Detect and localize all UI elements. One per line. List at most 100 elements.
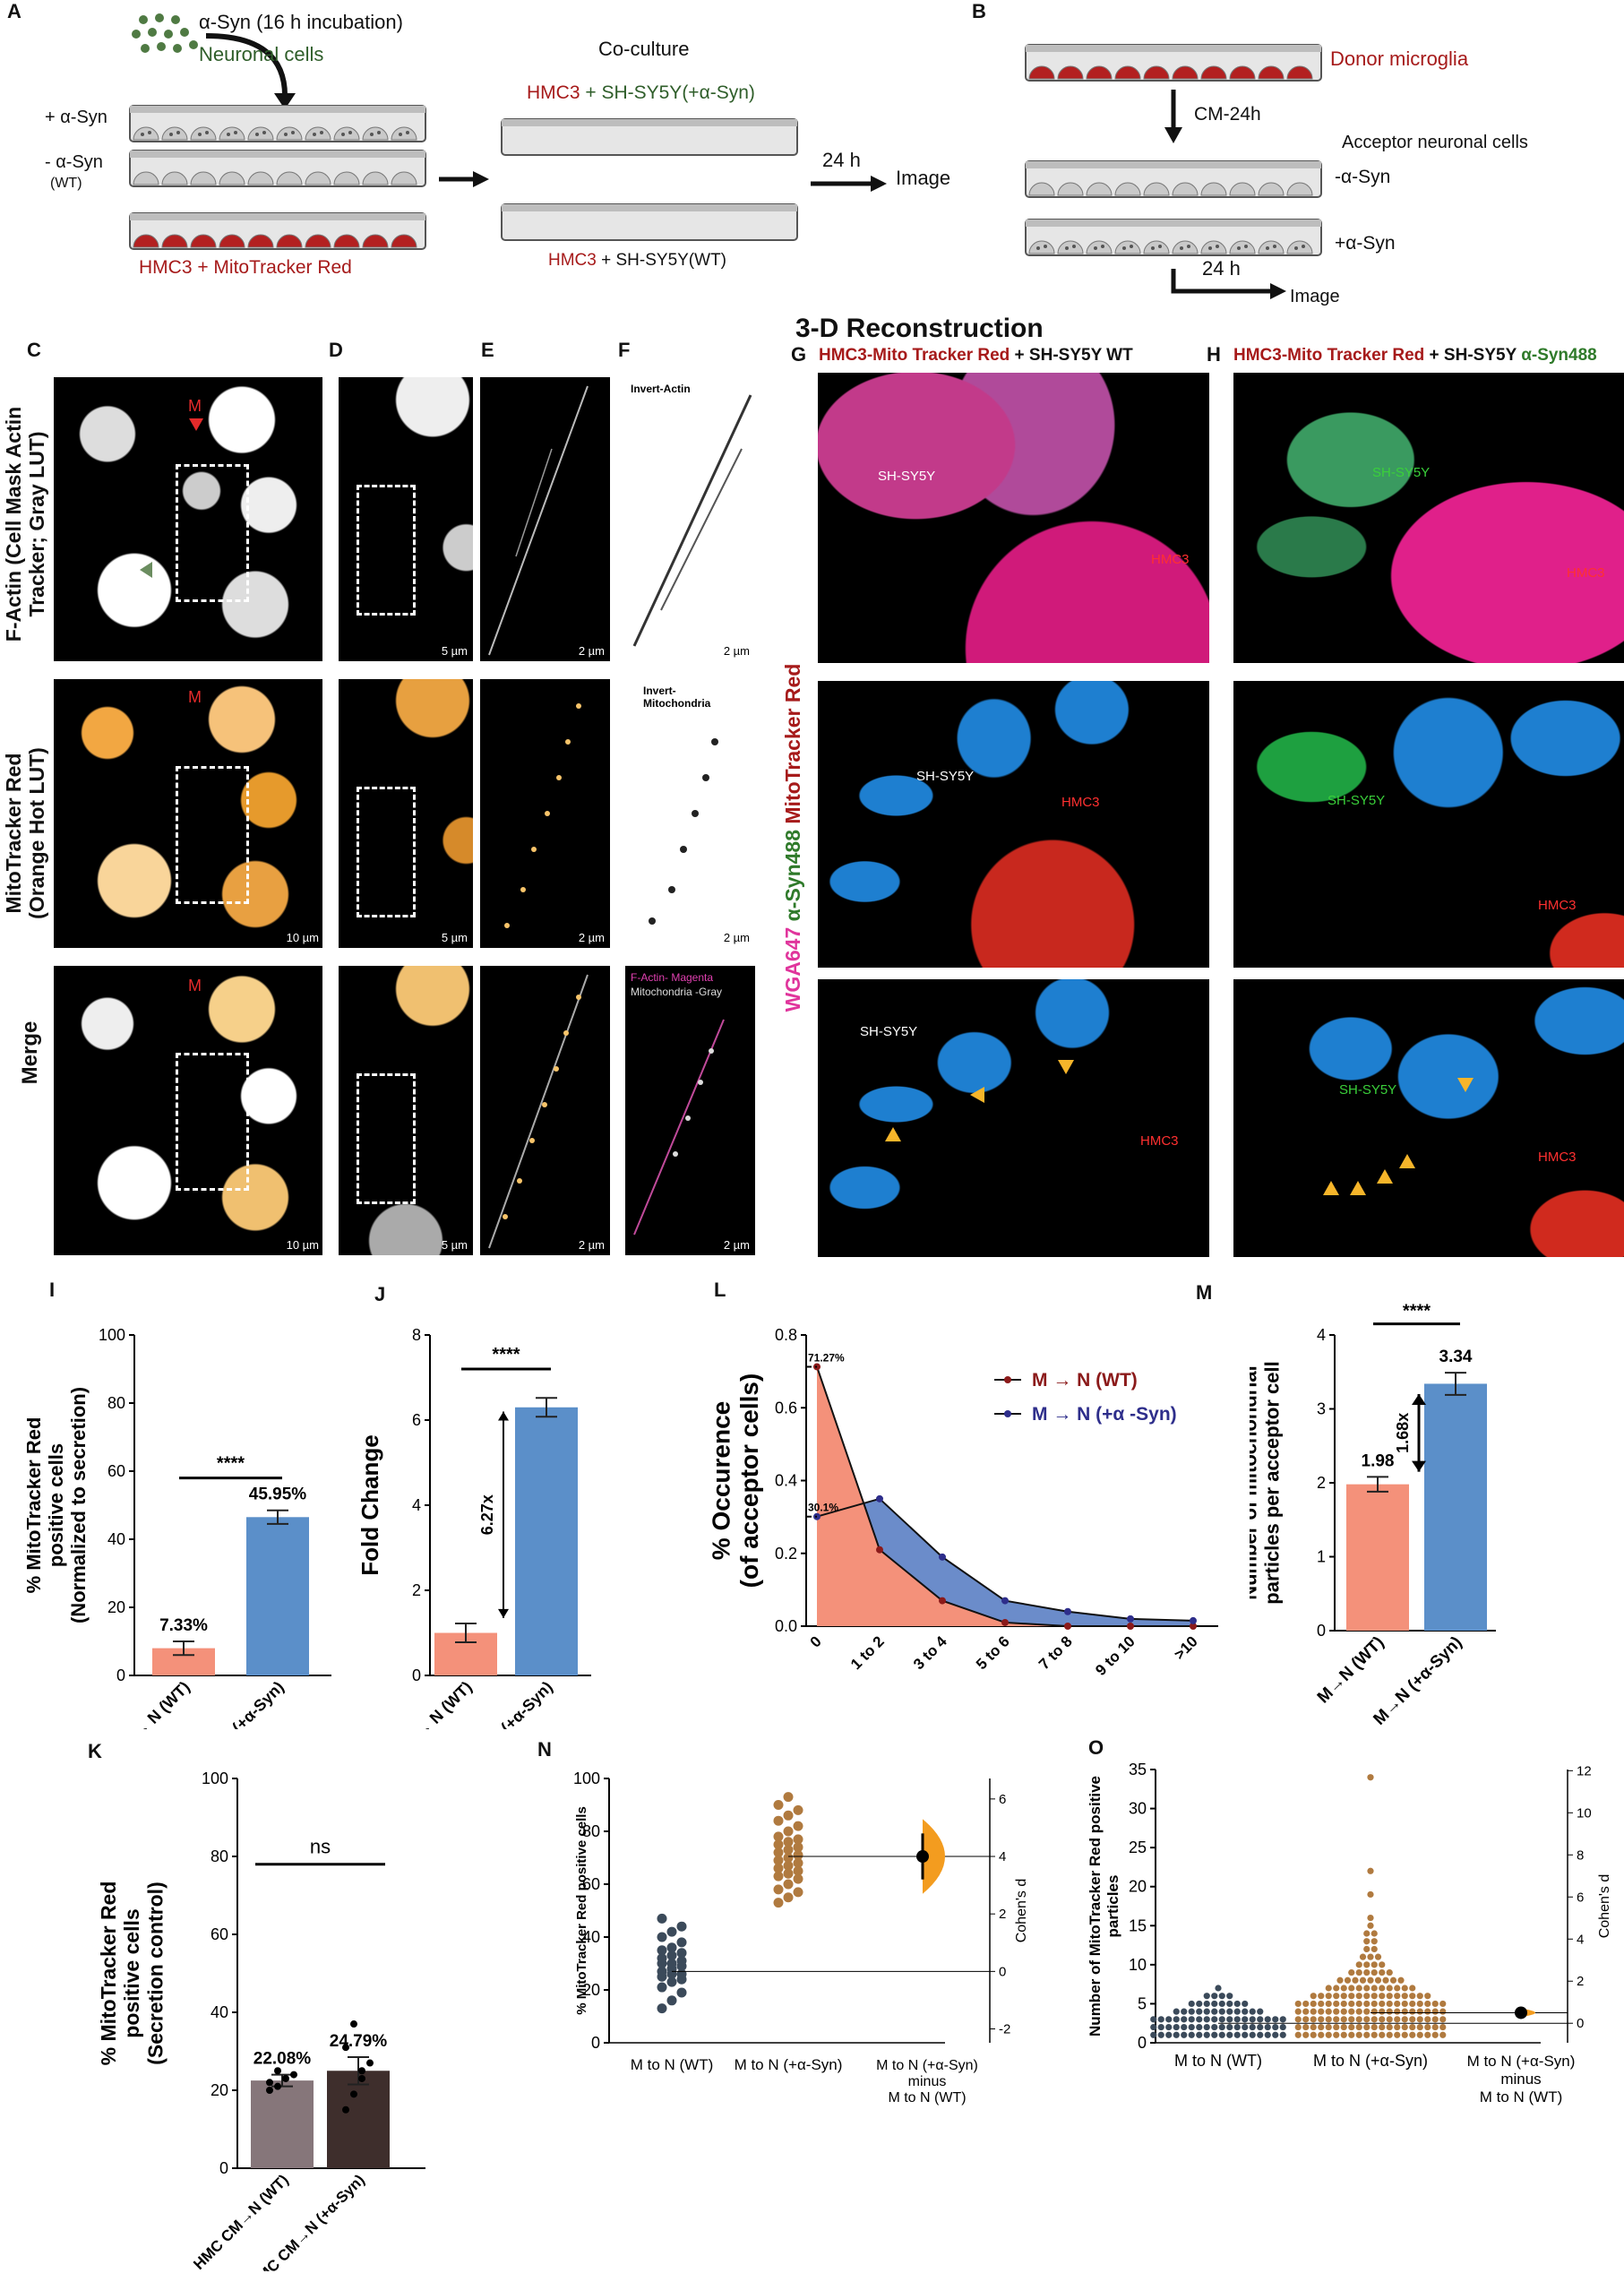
y-tick-label: 0 [591,2034,600,2052]
data-point [1363,1993,1371,2000]
wt-label: (WT) [50,176,82,191]
data-point [1333,2023,1340,2031]
data-point [1394,2016,1401,2023]
bar [327,2071,390,2168]
right-tick-label: -2 [999,2022,1010,2037]
data-point [1318,2008,1325,2015]
x-tick-label: 1 to 2 [847,1632,888,1673]
row-label-merge: Merge [18,1020,42,1085]
y-tick-label: 20 [582,1981,600,1999]
data-point [1233,2023,1241,2031]
h3-shsy5y: SH-SY5Y [1339,1082,1397,1098]
cell-icon [333,234,360,248]
y-tick-label: 60 [211,1925,228,1943]
value-label: 7.33% [159,1616,208,1635]
cell-icon [1200,65,1227,80]
y-tick-label: 60 [582,1875,600,1893]
data-point [1416,2008,1423,2015]
data-point [1379,1985,1386,1992]
y-tick-label: 20 [1129,1878,1147,1896]
data-point [350,2020,357,2028]
x-tick-group: 3 to 4 [910,1632,950,1673]
data-point [1401,2031,1408,2038]
data-point [1165,2023,1173,2031]
y-tick-label: 80 [582,1822,600,1840]
image-f-mito: Invert-Mitochondria 2 µm [625,679,755,948]
data-point [1371,2031,1378,2038]
data-point [876,1494,883,1503]
data-point [1181,2031,1188,2038]
data-point [1001,1597,1009,1605]
coculture-asyn-label: HMC3 + SH-SY5Y(+α-Syn) [527,82,755,103]
y-tick-label: 25 [1129,1839,1147,1856]
y-label-group: % MitoTracker Red positive cells [574,1806,589,2015]
data-point [1416,2016,1423,2023]
right-tick-label: 0 [999,1964,1006,1979]
data-point [1382,1976,1389,1984]
data-point [1363,1938,1371,1945]
sig-label: **** [1403,1302,1431,1322]
x-tick-group: M → N (WT) [399,1678,476,1729]
data-point [1371,2016,1378,2023]
legend-label: M → N (WT) [1032,1370,1138,1391]
data-point [1401,2000,1408,2008]
image-e-actin: 2 µm [480,377,610,661]
data-point [1348,1985,1355,1992]
right-label: Cohen's d [1597,1874,1612,1939]
data-point [783,1860,794,1871]
y-tick-label: 4 [1317,1326,1326,1344]
y-tick-label: 30 [1129,1800,1147,1818]
sig-label: **** [217,1454,245,1474]
data-point [1363,1945,1371,1953]
data-point [1333,2000,1340,2008]
image-c-merge: M 10 µm [54,966,322,1255]
data-point [1310,2023,1317,2031]
data-point [1242,2023,1249,2031]
y-tick-label: 0.0 [775,1617,797,1635]
data-point [1310,2008,1317,2015]
dot-icon [227,133,230,136]
data-point [1355,1968,1362,1976]
arrowhead-down-icon [1412,1460,1426,1472]
scalebar-f2: 2 µm [723,931,750,944]
data-point [773,1815,784,1826]
data-point [1196,2000,1203,2008]
data-point [1401,2016,1408,2023]
scalebar-e3: 2 µm [578,1238,605,1252]
y-tick-label: 0.4 [775,1472,797,1490]
panel-label-d: D [329,339,343,361]
y-label-group: Number of MitoTracker Red positive partic… [1087,1776,1121,2037]
dot-icon [198,133,202,136]
data-point [1355,2008,1362,2015]
dot-icon [234,131,237,134]
cell-icon [247,234,274,248]
data-point [1294,2000,1302,2008]
cell-icon [305,171,331,185]
arrowhead-down-icon [498,1608,509,1618]
data-point [1379,2031,1386,2038]
panel-label-j: J [374,1283,386,1305]
area-wt [817,1366,1193,1626]
data-point [266,2087,273,2094]
data-point [783,1792,794,1803]
data-point [1424,2031,1431,2038]
data-point [1272,2016,1279,2023]
data-point [1325,2008,1332,2015]
y-tick-label: 2 [412,1581,421,1599]
cell-icon [247,126,274,141]
arrowhead-icon [1323,1181,1339,1195]
data-point [1333,2008,1340,2015]
data-point [783,1845,794,1856]
data-point [939,1553,946,1561]
g1-hmc3: HMC3 [1151,552,1190,567]
cell-icon [1200,182,1227,196]
data-point [1218,2000,1225,2008]
x-tick-label: M to N (WT) [888,2090,966,2105]
data-point [1173,2023,1180,2031]
invert-actin-label: Invert-Actin [631,383,691,395]
data-point [1325,1985,1332,1992]
data-point [1215,1985,1222,1992]
data-point [1196,2008,1203,2015]
data-point [676,1956,687,1967]
arrowhead-icon [1377,1169,1393,1184]
